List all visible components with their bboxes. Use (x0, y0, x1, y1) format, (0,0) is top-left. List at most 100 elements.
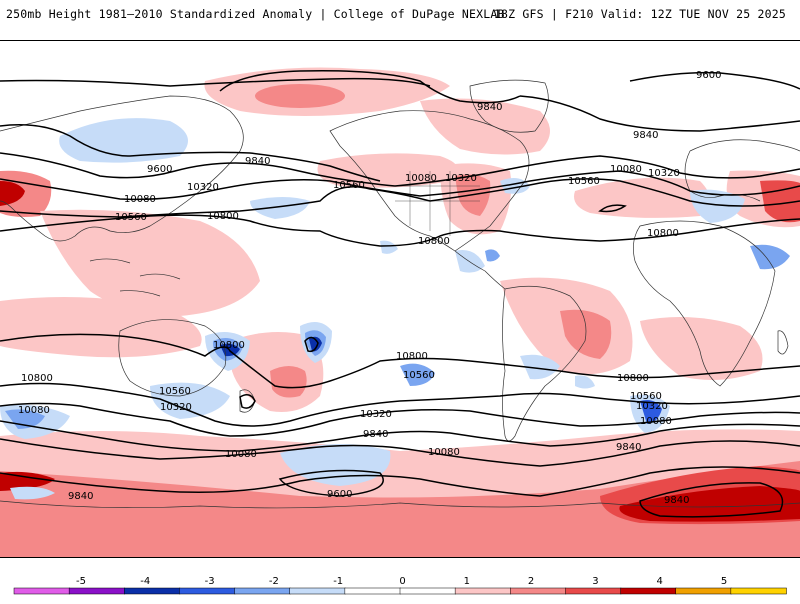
contour-10320-west (0, 178, 421, 201)
colorbar-swatch (68, 587, 126, 595)
contour-label: 10320 (160, 402, 192, 413)
contour-9840-closed-se (639, 482, 784, 518)
contour-label: 10320 (187, 182, 219, 193)
contour-10800-south (0, 333, 800, 389)
contour-small-closed (598, 204, 627, 213)
height-contours (0, 69, 800, 518)
contour-label: 10560 (630, 391, 662, 402)
coastlines (0, 79, 800, 509)
colorbar-swatch (730, 587, 787, 595)
contour-label: 10800 (617, 373, 649, 384)
contour-label: 9600 (147, 164, 172, 175)
contour-10560-east (429, 178, 800, 207)
north-america-coast (329, 110, 530, 252)
contour-9840-north (219, 69, 521, 104)
central-america-coast (454, 250, 506, 290)
contour-closed-low (304, 336, 319, 353)
contour-label: 10080 (225, 449, 257, 460)
contour-9600-antarctic (278, 469, 384, 497)
asia-coast (0, 95, 244, 242)
contour-10560-west (0, 186, 431, 218)
contour-9840-ne (519, 95, 800, 132)
colorbar-tick-label: 3 (592, 576, 598, 587)
contour-closed-nz (239, 394, 256, 409)
colorbar-tick-label: -2 (269, 576, 279, 587)
contour-label: 10320 (445, 173, 477, 184)
contour-label: 10080 (610, 164, 642, 175)
contour-label: 10800 (207, 211, 239, 222)
contour-label: 10080 (18, 405, 50, 416)
colorbar-swatch (344, 587, 401, 595)
colorbar-tick-label: 1 (464, 576, 470, 587)
contour-9600-ne (629, 71, 800, 90)
contour-label: 10560 (115, 212, 147, 223)
colorbar-tick-label: 0 (399, 576, 405, 587)
colorbar-tick-label: -5 (76, 576, 86, 587)
contour-10560-south (0, 382, 800, 427)
australia-coast (118, 319, 227, 397)
colorbar-tick-label: 2 (528, 576, 534, 587)
contour-label: 10800 (213, 340, 245, 351)
south-america-coast (502, 285, 587, 442)
contour-label: 9840 (664, 495, 689, 506)
colorbar-tick-label: 5 (721, 576, 727, 587)
greenland-coast (469, 79, 549, 133)
colorbar-tick-label: 4 (657, 576, 663, 587)
contour-label: 10560 (159, 386, 191, 397)
map-canvas: 9600 9840 9840 9600 9840 10080 10320 105… (0, 67, 800, 557)
contour-10080-east (394, 155, 800, 187)
colorbar-swatch (510, 587, 567, 595)
africa-coast (633, 220, 776, 387)
contour-label: 10320 (636, 401, 668, 412)
contour-label: 9840 (633, 130, 658, 141)
contour-label: 9840 (245, 156, 270, 167)
contour-label: 10800 (21, 373, 53, 384)
contour-label: 10080 (428, 447, 460, 458)
contour-label: 9840 (477, 102, 502, 113)
contour-label: 10080 (124, 194, 156, 205)
contour-labels: 9600 9840 9840 9600 9840 10080 10320 105… (18, 70, 721, 506)
contour-10320-south (0, 402, 800, 437)
colorbar-swatch (454, 587, 512, 595)
contour-label: 10560 (333, 180, 365, 191)
contour-label: 10320 (360, 409, 392, 420)
negative-anomaly-shading (0, 118, 790, 500)
colorbar-tick-label: -4 (140, 576, 150, 587)
positive-anomaly-shading (0, 67, 800, 557)
colorbar-swatch (179, 587, 236, 595)
contour-9840-south (0, 438, 800, 467)
colorbar-swatch (399, 587, 456, 595)
colorbar-swatch (565, 587, 622, 595)
contour-10800-north (0, 214, 800, 247)
colorbar-swatch (234, 587, 291, 595)
antarctica-coast (0, 500, 800, 509)
contour-label: 9840 (616, 442, 641, 453)
contour-9600-north (0, 77, 431, 87)
indonesia-coast (89, 258, 181, 297)
contour-label: 9840 (363, 429, 388, 440)
contour-10080-west (0, 152, 396, 187)
contour-label: 10560 (568, 176, 600, 187)
colorbar-swatches (13, 587, 787, 595)
anomaly-map: 9600 9840 9840 9600 9840 10080 10320 105… (0, 40, 800, 558)
colorbar-swatch (675, 587, 732, 595)
contour-9840-antarctic (0, 466, 800, 497)
us-state-borders (395, 171, 480, 236)
colorbar-swatch (289, 587, 346, 595)
contour-label: 10800 (396, 351, 428, 362)
colorbar-tick-label: -3 (205, 576, 215, 587)
contour-9840-west (0, 124, 381, 182)
colorbar-swatch (620, 587, 677, 595)
colorbar-ticks: -5 -4 -3 -2 -1 0 1 2 3 4 5 (76, 576, 727, 587)
anomaly-colorbar: -5 -4 -3 -2 -1 0 1 2 3 4 5 (0, 560, 800, 600)
contour-label: 10800 (418, 236, 450, 247)
contour-10320-east (419, 170, 800, 197)
madagascar-coast (777, 330, 789, 355)
contour-label: 10080 (640, 416, 672, 427)
contour-label: 9840 (68, 491, 93, 502)
contour-10080-south (0, 420, 800, 452)
contour-label: 9600 (696, 70, 721, 81)
model-run-info: 18Z GFS | F210 Valid: 12Z TUE NOV 25 202… (493, 7, 786, 21)
colorbar-swatch (124, 587, 181, 595)
contour-label: 10560 (403, 370, 435, 381)
